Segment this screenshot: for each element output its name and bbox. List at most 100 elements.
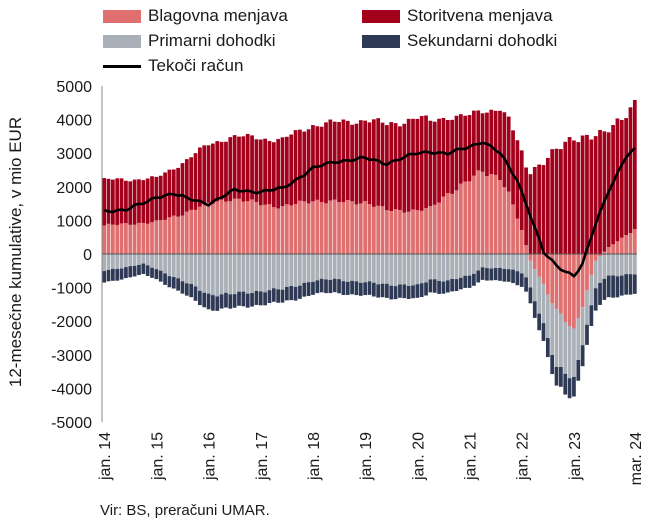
legend-item-sekundarni: Sekundarni dohodki (362, 31, 557, 51)
bar-primarni (432, 254, 437, 280)
bar-primarni (580, 307, 585, 346)
bar-blagovna (537, 254, 541, 277)
bar-primarni (298, 254, 302, 286)
bar-primarni (250, 254, 254, 294)
bar-sekundarni (332, 278, 337, 293)
bar-blagovna (350, 201, 354, 254)
bar-primarni (619, 254, 624, 276)
bar-primarni (302, 254, 307, 283)
bar-sekundarni (289, 285, 294, 301)
bar-blagovna (280, 206, 285, 254)
bar-storitvena (619, 119, 624, 238)
bar-sekundarni (532, 301, 537, 318)
bar-storitvena (428, 120, 433, 207)
bar-blagovna (402, 212, 407, 254)
bar-sekundarni (311, 281, 315, 295)
bar-blagovna (419, 210, 424, 254)
bar-sekundarni (580, 345, 585, 367)
bar-blagovna (315, 199, 320, 254)
bar-sekundarni (345, 281, 350, 295)
bar-sekundarni (124, 267, 128, 279)
legend-label-sekundarni: Sekundarni dohodki (407, 31, 558, 50)
bar-sekundarni (441, 281, 446, 294)
bar-sekundarni (537, 313, 541, 331)
series-line-tekoci-racun (103, 141, 636, 278)
bar-primarni (293, 254, 298, 287)
y-tick-label: -4000 (51, 381, 92, 398)
bar-storitvena (411, 118, 415, 210)
bar-blagovna (563, 254, 568, 322)
bar-sekundarni (585, 324, 589, 345)
bar-primarni (158, 254, 163, 271)
bar-storitvena (198, 147, 202, 207)
bar-storitvena (615, 118, 620, 242)
bar-storitvena (493, 110, 498, 175)
bar-blagovna (467, 181, 472, 254)
bar-primarni (467, 254, 472, 276)
bar-blagovna (580, 254, 585, 308)
bar-primarni (358, 254, 363, 283)
bar-blagovna (167, 217, 172, 254)
bar-storitvena (371, 119, 376, 207)
bar-blagovna (241, 201, 246, 254)
bar-primarni (128, 254, 133, 267)
bar-storitvena (293, 130, 298, 205)
bar-primarni (393, 254, 398, 287)
legend-label-primarni: Primarni dohodki (148, 31, 276, 50)
bar-storitvena (393, 123, 398, 210)
bar-blagovna (189, 209, 194, 254)
bar-storitvena (367, 122, 372, 205)
bar-primarni (280, 254, 285, 290)
bar-sekundarni (145, 265, 150, 276)
bar-blagovna (602, 251, 607, 254)
bar-blagovna (171, 215, 176, 254)
bar-blagovna (145, 223, 150, 254)
legend: Blagovna menjava Storitvena menjava Prim… (0, 0, 649, 80)
bar-primarni (511, 254, 515, 270)
bar-primarni (550, 303, 555, 355)
bar-storitvena (498, 110, 502, 180)
bar-blagovna (532, 254, 537, 270)
bar-sekundarni (411, 285, 415, 299)
bar-sekundarni (519, 273, 524, 287)
bar-storitvena (141, 180, 146, 223)
bar-primarni (611, 254, 615, 276)
bar-storitvena (176, 167, 180, 217)
bar-primarni (202, 254, 207, 293)
x-tick-label: jan. 23 (567, 432, 584, 481)
bar-blagovna (284, 204, 289, 254)
bar-sekundarni (202, 292, 207, 308)
bar-primarni (450, 254, 455, 279)
bar-storitvena (363, 120, 368, 202)
bar-blagovna (415, 210, 420, 254)
bar-primarni (524, 254, 528, 278)
bar-storitvena (441, 117, 446, 197)
y-tick-label: -2000 (51, 314, 92, 331)
bar-storitvena (119, 178, 124, 224)
bar-blagovna (150, 222, 154, 254)
bar-blagovna (267, 204, 272, 254)
bar-storitvena (332, 121, 337, 200)
bar-sekundarni (315, 280, 320, 294)
bar-primarni (545, 294, 550, 339)
bar-blagovna (385, 210, 389, 254)
bar-blagovna (454, 190, 459, 254)
legend-swatch-tekoci (103, 64, 141, 68)
bar-primarni (576, 318, 581, 360)
bar-storitvena (232, 135, 237, 199)
bar-primarni (328, 254, 333, 280)
bar-blagovna (293, 204, 298, 254)
bar-blagovna (472, 175, 476, 254)
bar-blagovna (184, 211, 189, 254)
bar-primarni (219, 254, 224, 295)
bar-sekundarni (628, 274, 633, 295)
bar-storitvena (424, 115, 428, 209)
bar-primarni (367, 254, 372, 282)
bar-sekundarni (467, 275, 472, 288)
bar-primarni (371, 254, 376, 283)
legend-item-primarni: Primarni dohodki (103, 31, 276, 51)
bar-blagovna (141, 222, 146, 254)
bar-blagovna (158, 220, 163, 254)
bar-sekundarni (624, 274, 628, 295)
